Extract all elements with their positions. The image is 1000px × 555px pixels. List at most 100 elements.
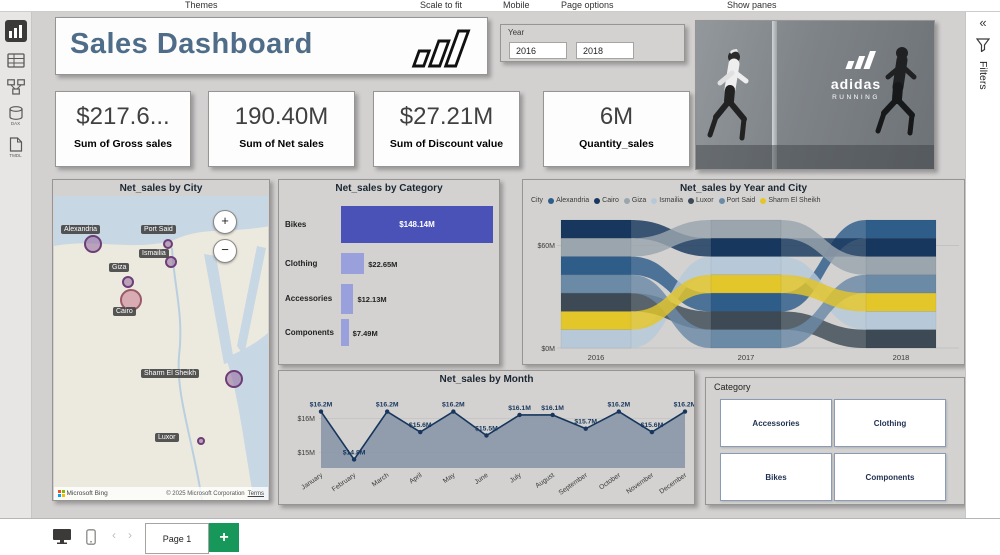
bar-bikes[interactable]: $148.14M	[341, 206, 493, 243]
desktop-view-icon[interactable]	[52, 528, 72, 545]
line-point-september[interactable]	[583, 426, 588, 431]
page-tab[interactable]: Page 1	[145, 523, 209, 554]
map-bubble-giza[interactable]	[122, 276, 134, 288]
month-line-chart-card[interactable]: Net_sales by Month $16M $15M $16.2M January…	[278, 370, 695, 505]
category-slicer-card[interactable]: Category Accessories Clothing Bikes Compone…	[705, 377, 965, 505]
ribbon-segment-alexandria-2017[interactable]	[710, 292, 782, 312]
line-point-april[interactable]	[418, 429, 423, 435]
legend-item-cairo[interactable]: Cairo	[594, 197, 619, 204]
ribbon-segment-ismailia-2018[interactable]	[865, 311, 937, 330]
slicer-button-bikes[interactable]: Bikes	[720, 453, 832, 501]
terms-link[interactable]: Terms	[247, 490, 264, 497]
ribbon-segment-ismailia-2016[interactable]	[560, 329, 632, 349]
ribbon-segment-cairo-2016[interactable]	[560, 219, 632, 239]
ribbon-segment-sharm-el-sheikh-2016[interactable]	[560, 311, 632, 330]
dax-view-label: DAX	[10, 121, 21, 126]
ribbon-flow-sharm-el-sheikh[interactable]	[781, 274, 866, 312]
map-city-label-port-said: Port Said	[141, 225, 176, 234]
slicer-button-accessories[interactable]: Accessories	[720, 399, 832, 447]
line-point-may[interactable]	[451, 409, 456, 414]
year-slicer[interactable]: Year 2016 2018	[500, 24, 685, 62]
expand-filters-icon[interactable]: «	[979, 15, 987, 30]
line-point-october[interactable]	[616, 409, 622, 414]
category-bar-chart-card[interactable]: Net_sales by Category Bikes $148.14M Cloth…	[278, 179, 500, 365]
ribbon-segment-luxor-2018[interactable]	[865, 329, 937, 349]
map-zoom-out-button[interactable]: −	[213, 239, 237, 263]
ribbon-flow-giza[interactable]	[781, 220, 866, 275]
map-bubble-alexandria[interactable]	[84, 235, 102, 253]
filters-pane-label[interactable]: Filters	[977, 61, 989, 90]
line-point-november[interactable]	[649, 429, 655, 435]
next-page-chevron[interactable]: ›	[128, 528, 132, 542]
dax-query-view-button[interactable]: DAX	[8, 106, 24, 126]
new-page-button[interactable]: +	[209, 523, 239, 552]
ribbon-chart-card[interactable]: Net_sales by Year and City City Alexandr…	[522, 179, 965, 365]
ribbon-flow-luxor[interactable]	[781, 311, 866, 348]
menu-item-show-panes[interactable]: Show panes	[727, 0, 777, 10]
ribbon-segment-alexandria-2018[interactable]	[865, 219, 937, 239]
kpi-card-sum-of-gross-sales[interactable]: $217.6... Sum of Gross sales	[55, 91, 191, 167]
ribbon-segment-port-said-2017[interactable]	[710, 329, 782, 349]
legend-item-luxor[interactable]: Luxor	[688, 197, 714, 204]
map-bubble-port-said[interactable]	[163, 239, 173, 249]
ribbon-segment-cairo-2018[interactable]	[865, 238, 937, 257]
legend-item-giza[interactable]: Giza	[623, 197, 646, 204]
ribbon-segment-sharm-el-sheikh-2017[interactable]	[710, 274, 782, 294]
line-point-march[interactable]	[384, 409, 390, 414]
bar-components[interactable]	[341, 319, 349, 346]
map-visual-card[interactable]: Net_sales by City Alexandria Port Said Ism…	[52, 179, 270, 501]
dashboard-title-card[interactable]: Sales Dashboard	[55, 17, 488, 75]
ribbon-segment-alexandria-2016[interactable]	[560, 256, 632, 276]
ribbon-segment-cairo-2017[interactable]	[710, 238, 782, 257]
map-bubble-luxor[interactable]	[197, 437, 205, 445]
table-view-button[interactable]	[6, 53, 25, 68]
ribbon-segment-giza-2017[interactable]	[710, 219, 782, 239]
legend-item-ismailia[interactable]: Ismailia	[651, 197, 683, 204]
tmdl-view-button[interactable]: TMDL	[9, 137, 23, 158]
menu-item-page-options[interactable]: Page options	[561, 0, 614, 10]
ribbon-segment-luxor-2017[interactable]	[710, 311, 782, 330]
previous-page-chevron[interactable]: ‹	[112, 528, 116, 542]
map-zoom-in-button[interactable]: +	[213, 210, 237, 234]
filter-funnel-icon[interactable]	[976, 38, 990, 52]
ribbon-flow-port-said[interactable]	[631, 274, 711, 348]
bar-clothing[interactable]	[341, 253, 365, 274]
menu-item-scale-to-fit[interactable]: Scale to fit	[420, 0, 463, 10]
menu-item-mobile[interactable]: Mobile	[503, 0, 530, 10]
ribbon-segment-ismailia-2017[interactable]	[710, 256, 782, 276]
line-point-december[interactable]	[682, 409, 688, 414]
kpi-card-quantity-sales[interactable]: 6M Quantity_sales	[543, 91, 690, 167]
map-bubble-sharm-el-sheikh[interactable]	[225, 370, 243, 388]
ribbon-segment-port-said-2016[interactable]	[560, 274, 632, 294]
map-area[interactable]: Alexandria Port Said Ismailia Giza Cairo Shar…	[54, 196, 268, 500]
year-slicer-value-2018[interactable]: 2018	[576, 42, 634, 59]
line-point-july[interactable]	[517, 412, 522, 418]
kpi-card-sum-of-net-sales[interactable]: 190.40M Sum of Net sales	[208, 91, 355, 167]
hero-image[interactable]: adidas RUNNING	[695, 20, 935, 170]
slicer-button-components[interactable]: Components	[834, 453, 946, 501]
year-slicer-value-2016[interactable]: 2016	[509, 42, 567, 59]
legend-item-alexandria[interactable]: Alexandria	[548, 197, 589, 204]
kpi-card-sum-of-discount-value[interactable]: $27.21M Sum of Discount value	[373, 91, 520, 167]
ribbon-segment-luxor-2016[interactable]	[560, 292, 632, 312]
model-view-button[interactable]	[6, 79, 25, 95]
mobile-view-icon[interactable]	[86, 529, 96, 545]
legend-item-sharm-el-sheikh[interactable]: Sharm El Sheikh	[760, 197, 820, 204]
ribbon-segment-sharm-el-sheikh-2018[interactable]	[865, 292, 937, 312]
report-view-button[interactable]	[4, 20, 27, 42]
legend-item-port-said[interactable]: Port Said	[718, 197, 755, 204]
ribbon-segment-port-said-2018[interactable]	[865, 274, 937, 294]
ribbon-flow-giza[interactable]	[631, 220, 711, 257]
line-point-january[interactable]	[318, 409, 324, 414]
line-point-august[interactable]	[550, 412, 555, 418]
ribbon-flow-sharm-el-sheikh[interactable]	[631, 274, 711, 330]
ribbon-segment-giza-2018[interactable]	[865, 256, 937, 276]
map-bubble-ismailia[interactable]	[165, 256, 177, 268]
line-point-february[interactable]	[351, 457, 357, 462]
bar-accessories[interactable]	[341, 284, 354, 314]
slicer-button-clothing[interactable]: Clothing	[834, 399, 946, 447]
line-point-june[interactable]	[484, 433, 489, 438]
ribbon-segment-giza-2016[interactable]	[560, 238, 632, 257]
menu-item-themes[interactable]: Themes	[185, 0, 218, 10]
ribbon-flow-alexandria[interactable]	[631, 256, 711, 312]
